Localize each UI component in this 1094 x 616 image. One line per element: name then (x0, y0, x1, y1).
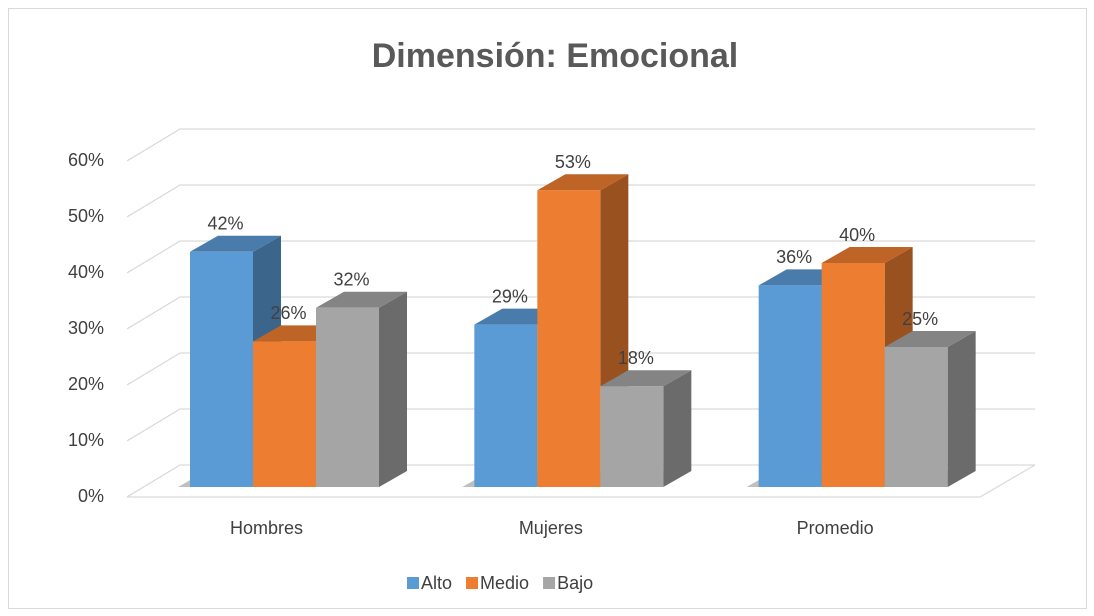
grid-line (126, 240, 1035, 274)
bar (600, 386, 664, 487)
data-label: 53% (555, 152, 591, 172)
bar-top (537, 174, 629, 191)
bar (190, 251, 253, 487)
data-label: 29% (492, 286, 528, 306)
bar-top (821, 247, 913, 263)
x-tick-label: Hombres (230, 518, 303, 538)
data-label: 18% (618, 348, 654, 368)
y-tick-label: 30% (68, 318, 104, 338)
grid-line (126, 296, 1035, 330)
grid-line (126, 464, 1035, 498)
bar-top (884, 331, 976, 347)
legend-swatch (407, 577, 419, 589)
legend-label: Alto (421, 573, 452, 593)
bar (253, 341, 316, 487)
bar-top (600, 370, 692, 387)
bar-side (947, 331, 976, 487)
bar (758, 285, 822, 487)
grid-line (126, 408, 1035, 442)
data-label: 42% (207, 214, 243, 234)
data-label: 40% (839, 225, 875, 245)
data-label: 25% (902, 309, 938, 329)
data-label: 36% (776, 247, 812, 267)
legend-label: Bajo (557, 573, 593, 593)
bar (821, 263, 885, 487)
bar (537, 190, 601, 487)
bar (884, 347, 948, 487)
y-tick-label: 0% (78, 486, 104, 506)
x-tick-label: Mujeres (519, 518, 583, 538)
bar (316, 307, 379, 487)
y-tick-label: 10% (68, 430, 104, 450)
legend-swatch (466, 577, 479, 589)
legend-label: Medio (480, 573, 529, 593)
chart-title: Dimensión: Emocional (372, 37, 739, 75)
data-label: 26% (270, 303, 306, 323)
y-tick-label: 50% (68, 206, 104, 226)
y-tick-label: 60% (68, 150, 104, 170)
x-tick-label: Promedio (797, 518, 874, 538)
legend-swatch (543, 577, 556, 589)
data-label: 32% (333, 270, 369, 290)
bar-top (190, 235, 281, 252)
bar-top (316, 291, 407, 308)
grid-line (126, 352, 1035, 386)
y-tick-label: 20% (68, 374, 104, 394)
bar-side (379, 291, 407, 487)
grid-line (126, 184, 1035, 218)
floor-edge (127, 464, 1036, 498)
y-tick-label: 40% (68, 262, 104, 282)
bar (474, 324, 538, 487)
bar-side (663, 370, 692, 487)
grid-line (126, 128, 1035, 162)
